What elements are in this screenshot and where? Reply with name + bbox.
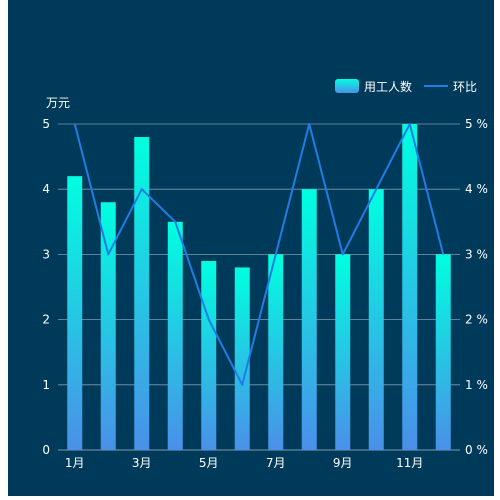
y-right-tick-label: 1 % bbox=[465, 378, 488, 392]
x-tick-label: 9月 bbox=[333, 456, 353, 470]
legend-line-label: 环比 bbox=[453, 80, 477, 94]
y-right-tick-label: 0 % bbox=[465, 443, 488, 457]
y-right-tick-label: 3 % bbox=[465, 247, 488, 261]
legend: 用工人数 环比 bbox=[335, 79, 477, 94]
y-right-tick-label: 5 % bbox=[465, 117, 488, 131]
bar bbox=[234, 267, 250, 450]
y-left-tick-label: 4 bbox=[42, 182, 50, 196]
bar bbox=[368, 189, 384, 450]
y-left-tick-label: 0 bbox=[42, 443, 50, 457]
y-left-tick-label: 5 bbox=[42, 117, 50, 131]
x-tick-label: 7月 bbox=[266, 456, 286, 470]
y-left-tick-label: 1 bbox=[42, 378, 50, 392]
bar bbox=[402, 124, 418, 450]
x-tick-label: 3月 bbox=[132, 456, 152, 470]
bar bbox=[435, 254, 451, 450]
bar bbox=[201, 260, 217, 450]
y-left-tick-label: 3 bbox=[42, 247, 50, 261]
x-tick-label: 5月 bbox=[199, 456, 219, 470]
grid-lines bbox=[58, 123, 460, 451]
line-path bbox=[73, 123, 445, 386]
legend-bar-label: 用工人数 bbox=[364, 79, 412, 94]
bar-series bbox=[67, 124, 451, 451]
line-series bbox=[73, 123, 445, 386]
axes: 0 1 2 3 4 5 0 % 1 % 2 % 3 % 4 % 5 % 万元 1月 3月 5月 7月 9月 11月 bbox=[42, 96, 488, 470]
y-right-tick-label: 4 % bbox=[465, 182, 488, 196]
bar bbox=[268, 254, 284, 450]
legend-bar-swatch bbox=[335, 79, 359, 93]
bar bbox=[167, 221, 183, 450]
bar bbox=[100, 202, 116, 450]
bar bbox=[134, 137, 150, 451]
y-right-tick-label: 2 % bbox=[465, 313, 488, 327]
y-left-axis-label: 万元 bbox=[46, 96, 70, 110]
x-tick-label: 1月 bbox=[65, 456, 85, 470]
bar bbox=[67, 176, 83, 450]
bar bbox=[301, 189, 317, 450]
y-left-tick-label: 2 bbox=[42, 313, 50, 327]
x-tick-label: 11月 bbox=[396, 456, 423, 470]
bar bbox=[335, 254, 351, 450]
